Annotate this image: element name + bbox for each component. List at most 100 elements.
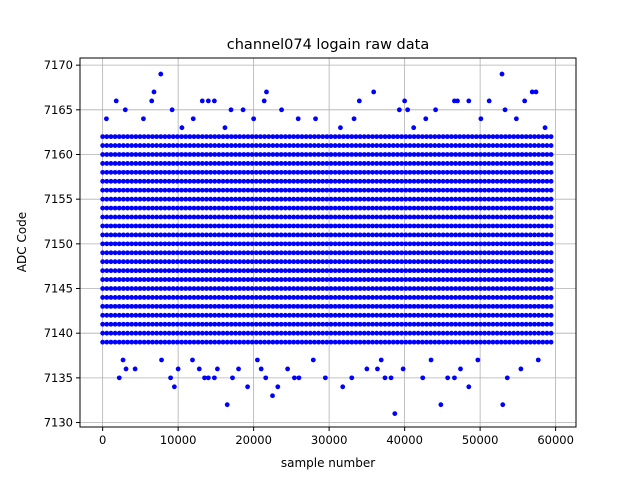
data-point [507,295,512,300]
data-point [370,134,375,140]
data-point [125,214,130,220]
data-point [490,223,496,229]
data-point [208,339,214,345]
data-point [129,277,135,282]
data-point [245,384,250,390]
data-point [233,286,238,291]
data-point [266,286,272,291]
data-point [320,205,326,211]
data-point [436,259,442,265]
data-point [295,187,301,193]
data-point [158,134,164,140]
data-point [212,303,218,309]
data-point [249,295,255,300]
data-point [399,321,405,327]
data-point [116,250,122,256]
data-point [291,277,297,282]
data-point [332,241,338,247]
data-point [399,241,405,247]
data-point [432,178,438,184]
data-point [370,143,375,148]
data-point [241,330,247,336]
data-point [399,169,405,175]
data-point [179,205,184,211]
data-point [507,259,512,265]
data-point [241,321,247,327]
data-point [320,143,326,148]
data-point [258,232,263,238]
data-points [100,71,554,416]
data-point [407,161,413,166]
data-point [166,214,172,220]
data-point [527,277,533,282]
data-point [482,321,488,327]
data-point [141,339,147,345]
data-point [328,134,334,140]
data-point [527,223,533,229]
data-point [245,312,251,318]
data-point [386,134,392,140]
data-point [104,169,110,175]
data-point [432,286,438,291]
data-point [258,366,264,372]
data-point [465,330,471,336]
data-point [170,134,176,140]
data-point [150,321,155,327]
data-point [141,330,147,336]
data-point [145,303,151,309]
data-point [100,312,106,318]
data-point [233,214,238,220]
data-point [386,295,392,300]
data-point [199,134,205,140]
data-point [220,187,226,193]
data-point [316,250,321,256]
data-point [548,330,554,336]
data-point [395,295,400,300]
data-point [503,196,508,202]
data-point [324,223,330,229]
data-point [122,107,128,113]
data-point [170,223,176,229]
data-point [220,241,226,247]
data-point [162,312,168,318]
data-point [399,187,405,193]
data-point [544,214,550,220]
data-point [453,259,458,265]
data-point [457,268,463,274]
x-tick-label: 30000 [311,433,348,447]
data-point [104,134,110,140]
data-point [345,339,351,345]
data-point [212,277,218,282]
data-point [179,223,184,229]
data-point [303,169,309,175]
data-point [461,303,467,309]
data-point [523,286,529,291]
data-point [378,339,384,345]
data-point [390,241,396,247]
data-point [361,232,367,238]
data-point [440,277,446,282]
data-point [245,339,251,345]
data-point [378,214,384,220]
data-point [237,169,243,175]
data-point [245,187,251,193]
data-point [482,286,488,291]
data-point [458,366,463,372]
data-point [432,196,438,202]
data-point [121,339,126,345]
data-point [258,295,263,300]
data-point [100,223,106,229]
data-point [249,303,255,309]
data-point [523,321,529,327]
data-point [183,268,189,274]
data-point [166,143,172,148]
data-point [515,241,521,247]
data-point [536,339,542,345]
data-point [503,312,508,318]
data-point [395,232,400,238]
data-point [295,134,301,140]
data-point [424,339,429,345]
data-point [332,214,338,220]
data-point [399,223,405,229]
data-point [473,312,479,318]
